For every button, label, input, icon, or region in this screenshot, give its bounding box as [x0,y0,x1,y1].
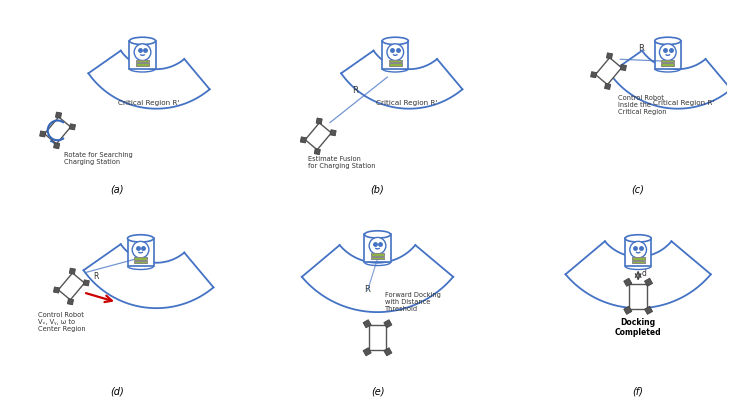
Text: (c): (c) [632,185,645,195]
Polygon shape [67,299,73,305]
Circle shape [659,44,676,60]
Ellipse shape [625,235,652,242]
Polygon shape [300,137,307,143]
FancyBboxPatch shape [632,261,645,264]
Text: Control Robot
Vₓ, Vᵧ, ω to
Center Region: Control Robot Vₓ, Vᵧ, ω to Center Region [38,312,85,332]
Polygon shape [54,143,60,149]
Text: Control Robot
Inside the
Critical Region: Control Robot Inside the Critical Region [618,95,667,115]
Polygon shape [655,41,681,69]
Circle shape [132,241,149,258]
Polygon shape [590,72,596,78]
Circle shape [134,44,151,60]
Polygon shape [363,320,371,328]
Polygon shape [605,83,611,89]
Polygon shape [384,320,392,328]
Polygon shape [645,306,652,314]
Circle shape [630,241,646,258]
Polygon shape [69,124,76,130]
FancyBboxPatch shape [371,253,384,256]
Polygon shape [58,273,85,300]
FancyBboxPatch shape [661,63,674,66]
FancyBboxPatch shape [632,257,645,260]
Polygon shape [368,325,387,350]
Text: Rotate for Searching
Charging Station: Rotate for Searching Charging Station [63,152,132,165]
Polygon shape [55,112,62,118]
Text: Estimate Fusion
for Charging Station: Estimate Fusion for Charging Station [308,156,376,169]
Text: (d): (d) [110,386,124,396]
Polygon shape [624,278,632,287]
FancyBboxPatch shape [136,60,149,62]
Polygon shape [625,239,652,266]
Polygon shape [624,306,632,314]
Polygon shape [128,239,153,266]
Polygon shape [69,268,76,274]
Polygon shape [384,348,392,356]
Polygon shape [40,131,46,137]
Polygon shape [305,123,331,150]
Text: (b): (b) [371,185,384,195]
Text: Forward Docking
with Distance
Threshold: Forward Docking with Distance Threshold [385,292,441,312]
Polygon shape [365,235,390,262]
Circle shape [387,44,404,60]
Text: Critical Region R': Critical Region R' [118,100,179,106]
Text: (a): (a) [110,185,124,195]
Polygon shape [382,41,408,69]
Text: R: R [93,272,98,280]
Polygon shape [314,149,320,155]
Polygon shape [629,284,647,309]
FancyBboxPatch shape [134,261,147,264]
Text: Critical Region R': Critical Region R' [377,100,438,106]
FancyBboxPatch shape [371,257,384,260]
Polygon shape [83,280,89,286]
Ellipse shape [129,37,156,45]
Polygon shape [45,117,71,144]
Text: Docking
Completed: Docking Completed [615,318,661,337]
Polygon shape [363,348,371,356]
FancyBboxPatch shape [389,63,402,66]
Circle shape [369,237,386,254]
Text: Critical Region R': Critical Region R' [653,100,714,106]
FancyBboxPatch shape [136,63,149,66]
Ellipse shape [655,37,681,45]
Polygon shape [54,287,60,293]
Text: R: R [638,44,644,53]
Ellipse shape [128,235,153,242]
Text: R: R [364,285,369,294]
Ellipse shape [365,231,390,238]
Text: R: R [352,86,358,95]
FancyBboxPatch shape [389,60,402,62]
Polygon shape [330,130,336,136]
Ellipse shape [382,37,408,45]
Polygon shape [645,278,652,287]
Polygon shape [606,53,612,59]
Text: (e): (e) [371,386,384,396]
Polygon shape [316,118,322,124]
Text: (f): (f) [633,386,643,396]
FancyBboxPatch shape [134,257,147,260]
Polygon shape [129,41,156,69]
FancyBboxPatch shape [661,60,674,62]
Text: d: d [642,268,647,278]
Polygon shape [621,64,627,71]
Polygon shape [596,58,621,85]
